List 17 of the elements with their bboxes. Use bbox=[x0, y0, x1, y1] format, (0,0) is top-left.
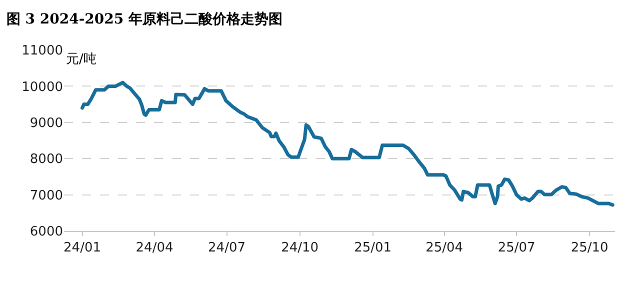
y-tick-label: 11000 bbox=[22, 44, 63, 59]
y-tick-label: 10000 bbox=[22, 80, 63, 95]
line-series bbox=[80, 80, 614, 207]
y-tick-label: 7000 bbox=[30, 188, 63, 204]
x-tick-label: 25/10 bbox=[570, 240, 608, 256]
chart-title: 图 3 2024-2025 年原料己二酸价格走势图 bbox=[6, 12, 283, 28]
y-axis-title: 元/吨 bbox=[66, 52, 96, 67]
x-tick-label: 25/01 bbox=[354, 240, 392, 256]
x-tick-label: 24/10 bbox=[281, 240, 319, 256]
x-tick-label: 25/04 bbox=[426, 240, 464, 256]
x-tick-label: 24/01 bbox=[64, 240, 101, 256]
y-tick-label: 8000 bbox=[30, 152, 63, 168]
y-tick-label: 6000 bbox=[30, 224, 63, 240]
x-tick-label: 25/07 bbox=[498, 240, 536, 256]
x-tick-label: 24/07 bbox=[208, 240, 246, 256]
y-tick-label: 9000 bbox=[30, 116, 63, 131]
x-tick-label: 24/04 bbox=[136, 240, 174, 256]
